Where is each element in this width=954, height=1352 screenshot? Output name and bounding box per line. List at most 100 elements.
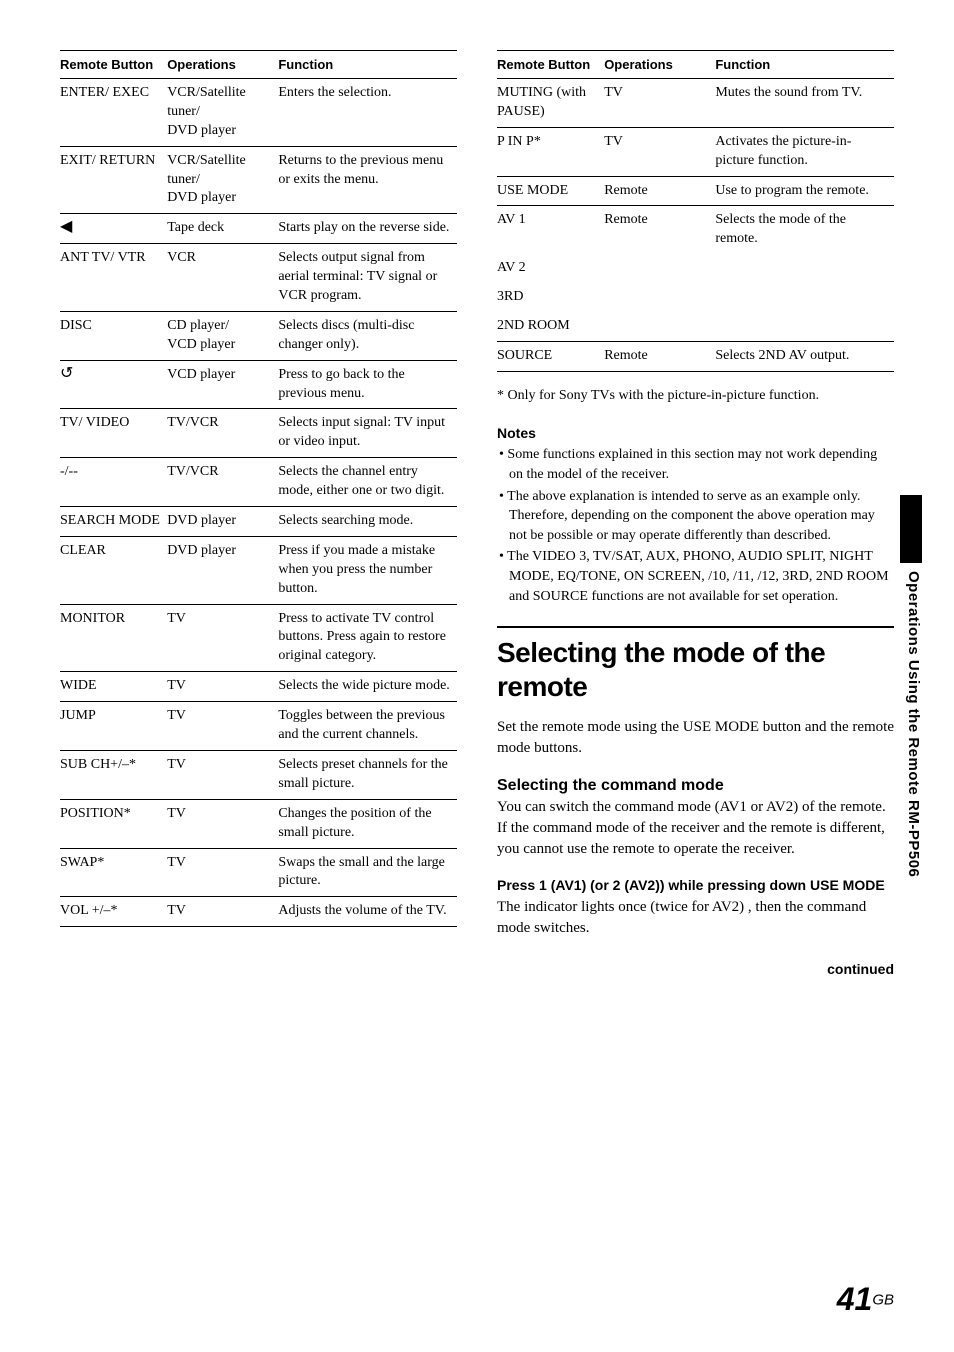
table-row: ↺VCD playerPress to go back to the previ… [60,360,457,409]
cell-function: Selects the wide picture mode. [278,672,457,702]
cell-button: -/-- [60,458,167,507]
cell-function: Press if you made a mistake when you pre… [278,536,457,604]
cell-function: Enters the selection. [278,79,457,147]
cell-function: Selects searching mode. [278,507,457,537]
cell-button: ↺ [60,360,167,409]
cell-operations: TV/VCR [167,458,278,507]
cell-function: Selects 2ND AV output. [715,341,894,371]
table-row: AV 2 [497,254,894,283]
cell-function: Adjusts the volume of the TV. [278,897,457,927]
page-number: 41GB [837,1281,894,1318]
cell-operations: VCR/Satellite tuner/ DVD player [167,146,278,214]
cell-button: ANT TV/ VTR [60,244,167,312]
side-tab-block [900,495,922,563]
right-column: Remote Button Operations Function MUTING… [497,50,894,977]
table-row: -/--TV/VCRSelects the channel entry mode… [60,458,457,507]
table-row: SWAP*TVSwaps the small and the large pic… [60,848,457,897]
section-title-box: Selecting the mode of the remote [497,626,894,703]
cell-operations: TV [604,79,715,128]
cell-function: Selects discs (multi-disc changer only). [278,311,457,360]
cell-function: Use to program the remote. [715,176,894,206]
cell-function: Toggles between the previous and the cur… [278,702,457,751]
table-row: ENTER/ EXECVCR/Satellite tuner/ DVD play… [60,79,457,147]
cell-button: AV 2 [497,254,604,283]
remote-table-right: Remote Button Operations Function MUTING… [497,50,894,372]
cell-operations [604,283,715,312]
table-row: DISCCD player/ VCD playerSelects discs (… [60,311,457,360]
side-tab: Operations Using the Remote RM-PP506 [900,495,922,965]
notes-item: The above explanation is intended to ser… [509,487,894,546]
cell-operations: TV [167,604,278,672]
cell-operations: TV [604,127,715,176]
cell-button: ◀ [60,214,167,244]
cell-operations: TV [167,897,278,927]
cell-button: TV/ VIDEO [60,409,167,458]
cell-button: WIDE [60,672,167,702]
cell-function: Changes the position of the small pictur… [278,799,457,848]
cell-function [715,283,894,312]
th-function: Function [278,51,457,79]
cell-function: Press to go back to the previous menu. [278,360,457,409]
continued-label: continued [497,961,894,977]
table-row: MONITORTVPress to activate TV control bu… [60,604,457,672]
cell-function: Mutes the sound from TV. [715,79,894,128]
cell-button: VOL +/–* [60,897,167,927]
notes-item: Some functions explained in this section… [509,445,894,484]
cell-function [715,254,894,283]
cell-button: MUTING (with PAUSE) [497,79,604,128]
cell-function: Activates the picture-in-picture functio… [715,127,894,176]
cell-function: Selects output signal from aerial termin… [278,244,457,312]
cell-button: MONITOR [60,604,167,672]
table-row: POSITION*TVChanges the position of the s… [60,799,457,848]
table-row: VOL +/–*TVAdjusts the volume of the TV. [60,897,457,927]
side-tab-text: Operations Using the Remote RM-PP506 [900,571,922,877]
cell-operations: DVD player [167,536,278,604]
cell-operations: VCR [167,244,278,312]
cell-operations: TV [167,702,278,751]
th-remote-button: Remote Button [60,51,167,79]
table-row: SOURCERemoteSelects 2ND AV output. [497,341,894,371]
sub-body: You can switch the command mode (AV1 or … [497,797,894,860]
page-num-value: 41 [837,1281,873,1317]
cell-function: Selects input signal: TV input or video … [278,409,457,458]
table-row: 3RD [497,283,894,312]
table-row: ANT TV/ VTRVCRSelects output signal from… [60,244,457,312]
section-title: Selecting the mode of the remote [497,636,894,703]
cell-operations: Remote [604,341,715,371]
cell-button: P IN P* [497,127,604,176]
cell-button: 3RD [497,283,604,312]
cell-function: Selects the mode of the remote. [715,206,894,254]
cell-operations: Remote [604,176,715,206]
cell-operations: VCD player [167,360,278,409]
cell-operations: TV [167,672,278,702]
intro-text: Set the remote mode using the USE MODE b… [497,717,894,759]
cell-operations: TV/VCR [167,409,278,458]
step-body: The indicator lights once (twice for AV2… [497,897,894,939]
notes-list: Some functions explained in this section… [497,445,894,606]
cell-button: DISC [60,311,167,360]
cell-button: SUB CH+/–* [60,750,167,799]
cell-function [715,312,894,341]
remote-table-left: Remote Button Operations Function ENTER/… [60,50,457,927]
cell-button: SWAP* [60,848,167,897]
subheading-command-mode: Selecting the command mode [497,777,894,795]
cell-function: Starts play on the reverse side. [278,214,457,244]
table-row: SUB CH+/–*TVSelects preset channels for … [60,750,457,799]
cell-button: AV 1 [497,206,604,254]
table-row: USE MODERemoteUse to program the remote. [497,176,894,206]
table-row: ◀Tape deckStarts play on the reverse sid… [60,214,457,244]
footnote: * Only for Sony TVs with the picture-in-… [497,386,894,406]
cell-button: SOURCE [497,341,604,371]
notes-heading: Notes [497,425,894,441]
cell-function: Swaps the small and the large picture. [278,848,457,897]
table-row: JUMPTVToggles between the previous and t… [60,702,457,751]
cell-operations: Remote [604,206,715,254]
cell-button: USE MODE [497,176,604,206]
cell-button: JUMP [60,702,167,751]
cell-function: Selects the channel entry mode, either o… [278,458,457,507]
cell-operations: DVD player [167,507,278,537]
step-heading: Press 1 (AV1) (or 2 (AV2)) while pressin… [497,876,894,895]
cell-operations: TV [167,799,278,848]
notes-item: The VIDEO 3, TV/SAT, AUX, PHONO, AUDIO S… [509,547,894,606]
th-operations: Operations [167,51,278,79]
